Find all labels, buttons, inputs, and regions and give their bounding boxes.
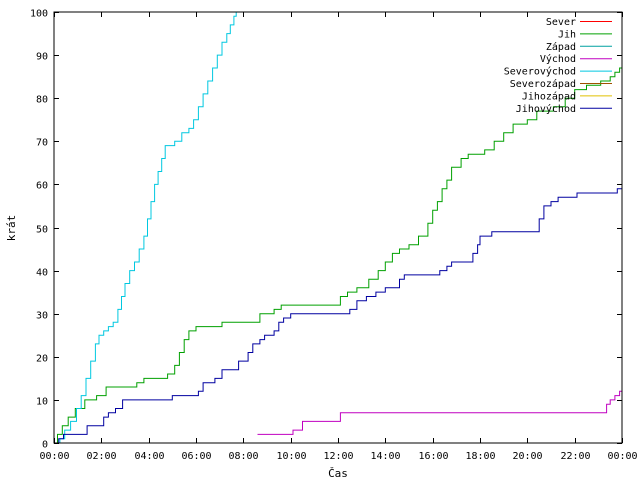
x-tick-label: 12:00	[323, 451, 353, 462]
x-tick-label: 10:00	[276, 451, 306, 462]
series-line-7	[54, 184, 623, 444]
series-line-4	[54, 12, 237, 444]
legend-label: Jihovýchod	[516, 103, 576, 115]
legend-label: Jih	[558, 29, 576, 40]
y-tick-label: 30	[36, 311, 48, 322]
x-axis-title: Čas	[328, 467, 348, 480]
y-tick-label: 100	[30, 9, 48, 20]
x-tick-label: 14:00	[370, 451, 400, 462]
x-tick-label: 08:00	[228, 451, 258, 462]
y-tick-label: 20	[36, 354, 48, 365]
x-tick-label: 16:00	[418, 451, 448, 462]
legend-label: Západ	[546, 41, 576, 53]
plot-lines	[54, 12, 623, 444]
y-axis: 0 10 20 30 40 50 60 70 80 90 100	[30, 9, 622, 451]
x-tick-label: 00:00	[607, 451, 637, 462]
x-tick-label: 00:00	[39, 451, 69, 462]
x-tick-label: 22:00	[560, 451, 590, 462]
legend-label: Severovýchod	[504, 66, 576, 78]
x-tick-label: 04:00	[134, 451, 164, 462]
series-line-1	[54, 67, 622, 444]
x-tick-label: 20:00	[512, 451, 542, 462]
x-tick-label: 02:00	[86, 451, 116, 462]
series-line-3	[257, 390, 622, 435]
legend-label: Východ	[540, 53, 576, 65]
x-tick-label: 06:00	[181, 451, 211, 462]
y-tick-label: 0	[42, 440, 48, 451]
x-axis: 00:00 02:00 04:00 06:00 08:00 10:00 12:00 14:00…	[39, 12, 638, 462]
y-tick-label: 50	[36, 225, 48, 236]
x-tick-label: 18:00	[465, 451, 495, 462]
legend-label: Sever	[546, 17, 576, 28]
legend-label: Jihozápad	[522, 90, 576, 102]
y-tick-label: 40	[36, 268, 48, 279]
y-tick-label: 90	[36, 52, 48, 63]
legend: SeverJihZápadVýchodSeverovýchodSeverozáp…	[504, 17, 612, 115]
y-axis-title: krát	[5, 215, 18, 242]
legend-label: Severozápad	[510, 78, 576, 90]
y-tick-label: 10	[36, 397, 48, 408]
y-tick-label: 70	[36, 138, 48, 149]
y-tick-label: 60	[36, 181, 48, 192]
y-tick-label: 80	[36, 95, 48, 106]
